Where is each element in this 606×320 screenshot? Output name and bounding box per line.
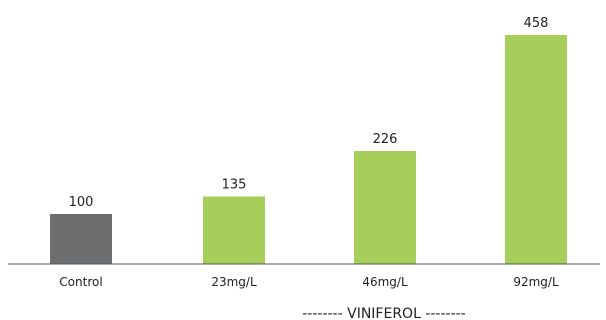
bar-3 — [505, 35, 567, 264]
bar-2 — [354, 151, 416, 264]
tick-label-0: Control — [59, 275, 102, 289]
value-labels-group: 100 135 226 458 — [69, 16, 549, 210]
bar-0 — [50, 214, 112, 264]
bar-1 — [203, 196, 265, 264]
tick-label-2: 46mg/L — [362, 275, 408, 289]
value-label-0: 100 — [69, 195, 94, 210]
tick-label-1: 23mg/L — [211, 275, 257, 289]
group-label: -------- VINIFEROL -------- — [302, 306, 465, 320]
value-label-1: 135 — [222, 178, 247, 193]
tick-label-3: 92mg/L — [513, 275, 559, 289]
bars-group — [50, 35, 567, 264]
tick-labels-group: Control 23mg/L 46mg/L 92mg/L — [59, 275, 559, 289]
value-label-3: 458 — [524, 16, 549, 31]
value-label-2: 226 — [373, 132, 398, 147]
